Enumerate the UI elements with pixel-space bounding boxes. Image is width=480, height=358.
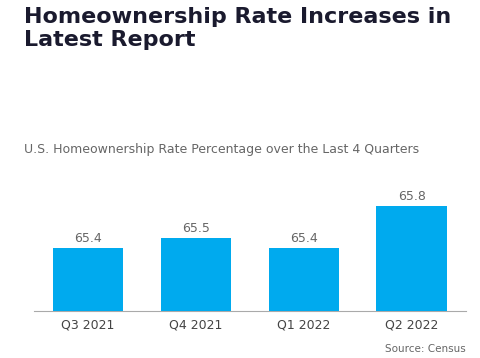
Bar bbox=[376, 207, 447, 311]
Text: 65.5: 65.5 bbox=[181, 222, 210, 235]
Text: 65.4: 65.4 bbox=[290, 232, 317, 245]
Text: U.S. Homeownership Rate Percentage over the Last 4 Quarters: U.S. Homeownership Rate Percentage over … bbox=[24, 143, 419, 156]
Text: Homeownership Rate Increases in
Latest Report: Homeownership Rate Increases in Latest R… bbox=[24, 7, 451, 49]
Text: 65.4: 65.4 bbox=[74, 232, 101, 245]
Bar bbox=[52, 248, 123, 311]
Bar bbox=[160, 238, 231, 311]
Text: Source: Census: Source: Census bbox=[385, 344, 466, 354]
Text: 65.8: 65.8 bbox=[397, 190, 426, 203]
Bar bbox=[268, 248, 339, 311]
